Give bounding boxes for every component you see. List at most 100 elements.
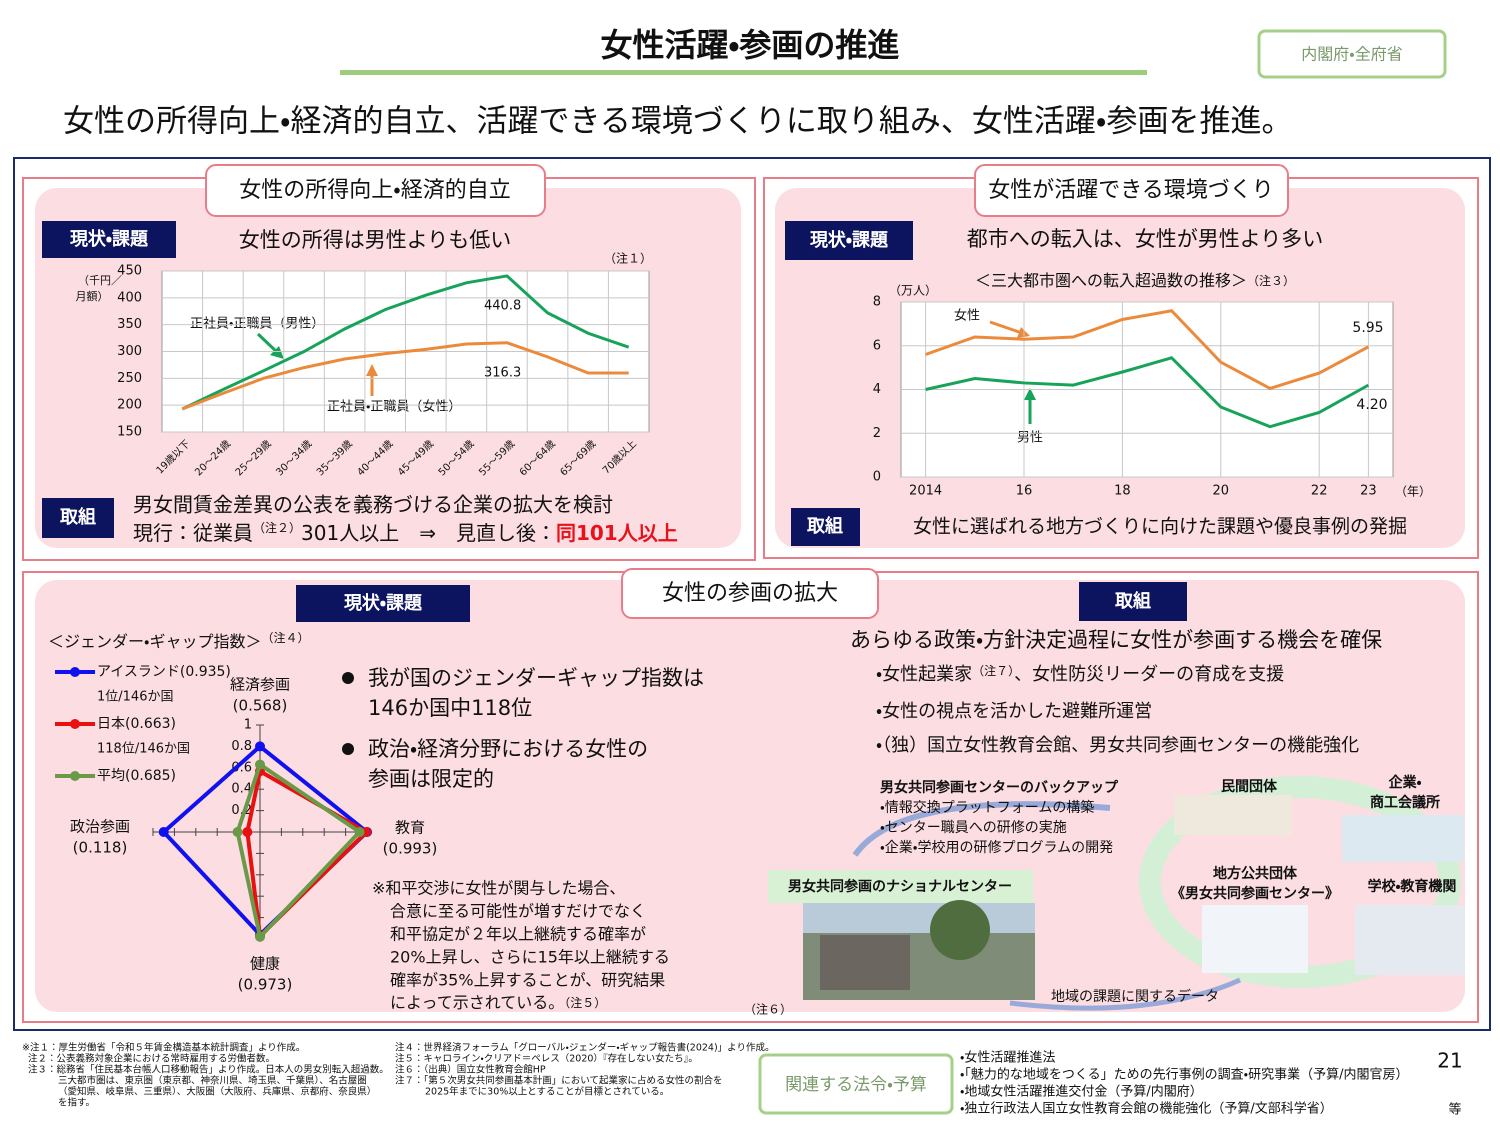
axis-value-label: (0.118) [73, 839, 128, 857]
action-text: 301人以上 ⇒ 見直し後： [301, 521, 556, 545]
bullet-text: 146か国中118位 [368, 696, 532, 720]
panel-title: 女性の所得向上・経済的自立 [239, 178, 510, 203]
x-tick-label: 20 [1213, 484, 1230, 499]
series-label: 正社員・正職員（女性） [327, 400, 461, 415]
legend-rank: 1位/146か国 [97, 690, 173, 705]
footnote: 注２：公表義務対象企業における常時雇用する労働者数。 [28, 1053, 275, 1065]
panel-title: 女性が活躍できる環境づくり [988, 178, 1274, 203]
y-tick-label: 6 [873, 338, 881, 353]
x-tick-label: 22 [1311, 484, 1328, 499]
ministry-box [1257, 29, 1447, 79]
panel-title-box [205, 164, 546, 217]
footnote: （愛知県、岐阜県、三重県）、大阪圏（大阪府、兵庫県、京都府、奈良県） [58, 1086, 376, 1098]
axis-label: 健康 [250, 955, 280, 973]
footnote: 三大都市圏は、東京圏（東京都、神奈川県、埼玉県、千葉県）、名古屋圏 [58, 1075, 367, 1087]
note: （注６） [744, 1003, 792, 1017]
axis-label: 政治参画 [70, 818, 130, 836]
backup-title: 男女共同参画センターのバックアップ [880, 779, 1119, 796]
y-label: 月額） [76, 289, 109, 303]
node-label: 地方公共団体 [1213, 865, 1298, 882]
legend-label: アイスランド(0.935) [97, 664, 231, 680]
lead: 女性の所得向上・経済的自立、活躍できる環境づくりに取り組み、女性活躍・参画を推進… [63, 104, 1292, 140]
cycle-ring [1139, 776, 1461, 988]
tag: 現状・課題 [810, 229, 889, 251]
study: 20%上昇し、さらに15年以上継続する [390, 948, 670, 967]
study: ※和平交渉に女性が関与した場合、 [372, 879, 625, 898]
note: （注２） [253, 521, 301, 535]
series-label: 男性 [1017, 431, 1043, 446]
legend-marker [70, 719, 80, 729]
data-label: 5.95 [1352, 320, 1383, 336]
arrow-head [270, 346, 284, 359]
legend-rank: 118位/146か国 [97, 742, 190, 757]
illustration [1174, 795, 1292, 835]
action: 女性に選ばれる地方づくりに向けた課題や優良事例の発掘 [913, 516, 1407, 538]
page-number: 21 [1437, 1049, 1462, 1073]
flow-label: 地域の課題に関するデータ [1051, 988, 1219, 1005]
action: 現行：従業員（注２）301人以上 ⇒ 見直し後：同101人以上 [133, 521, 678, 545]
footnote: 2025年までに30%以上とすることが目標とされている。 [425, 1086, 669, 1098]
study-text: によって示されている。 [390, 993, 564, 1012]
center-label: 男女共同参画のナショナルセンター [788, 878, 1012, 895]
action-item: ・女性の視点を活かした避難所運営 [876, 701, 1152, 722]
arrow-head [366, 364, 378, 376]
axis-value-label: (0.973) [238, 976, 293, 994]
note: （注１） [604, 252, 652, 266]
axis-value-label: (0.568) [233, 697, 288, 715]
r-tick-label: 1 [244, 718, 252, 733]
backup-item: ・情報交換プラットフォームの構築 [880, 800, 1094, 816]
action-item: ・（独）国立女性教育会館、男女共同参画センターの機能強化 [876, 735, 1359, 756]
panel-title: 女性の参画の拡大 [662, 581, 838, 606]
radar-point [255, 759, 265, 770]
center-label-box [768, 870, 1033, 903]
study: 和平協定が２年以上継続する確率が [390, 925, 646, 944]
bullet-text: 我が国のジェンダーギャップ指数は [368, 666, 704, 690]
study: 合意に至る可能性が増すだけでなく [390, 902, 646, 921]
related-item: ・「魅力的な地域をつくる」ための先行事例の調査・研究事業（予算/内閣官房） [960, 1067, 1408, 1083]
node-label: 企業・ [1389, 774, 1422, 791]
tag: 取組 [807, 515, 843, 537]
radar-point [255, 931, 265, 942]
axis-label: 経済参画 [230, 676, 290, 694]
footnote: 注７：「第５次男女共同参画基本計画」において起業家に占める女性の割合を [395, 1075, 722, 1087]
photo-tree [930, 900, 990, 960]
series-line [925, 309, 1370, 391]
y-tick-label: 8 [873, 295, 881, 310]
photo-sky [803, 903, 1035, 933]
footnote: ※注１：厚生労働省「令和５年賃金構造基本統計調査」より作成。 [22, 1042, 305, 1054]
slide-title: 女性活躍・参画の推進 [601, 26, 900, 64]
tag: 現状・課題 [344, 592, 423, 614]
action-lead: あらゆる政策・方針決定過程に女性が参画する機会を確保 [850, 628, 1382, 652]
radar-point [158, 827, 169, 837]
chart-title-text: ＜三大都市圏への転入超過数の推移＞ [975, 271, 1247, 290]
node-label: 《男女共同参画センター》 [1171, 885, 1339, 902]
migration-chart: 0 2 4 6 8 2014 16 18 20 22 23 5.95 4.20 [873, 295, 1393, 499]
footnote: を指す。 [58, 1097, 95, 1109]
footnote: 注６：（出典）国立女性教育会館HP [395, 1064, 546, 1076]
legend-label: 日本(0.663) [97, 716, 176, 732]
y-label: （千円／ [78, 274, 122, 287]
related-box [758, 1053, 954, 1115]
related-tag: 関連する法令・予算 [785, 1075, 927, 1095]
series-line [925, 356, 1370, 429]
bullet [342, 672, 354, 684]
x-tick-label: 16 [1016, 484, 1033, 499]
x-tick-label: 23 [1360, 484, 1377, 499]
data-label: 440.8 [484, 299, 521, 314]
axis-value-label: (0.993) [383, 840, 438, 858]
chart-title-text: ＜ジェンダー・ギャップ指数＞ [48, 632, 261, 651]
study: 確率が35%上昇することが、研究結果 [390, 971, 665, 990]
study: によって示されている。（注５） [390, 993, 606, 1012]
radar-point [255, 741, 265, 752]
note: （注３） [1247, 274, 1295, 288]
data-label: 4.20 [1356, 397, 1387, 413]
panel-title-box [974, 164, 1289, 217]
related-item: ・独立行政法人国立女性教育会館の機能強化（予算/文部科学省） [960, 1101, 1333, 1117]
node-label: 民間団体 [1221, 778, 1278, 795]
highlight: 同101人以上 [556, 521, 678, 545]
etc: 等 [1448, 1102, 1461, 1118]
title-underline [340, 70, 1147, 75]
chart-title: ＜ジェンダー・ギャップ指数＞（注４） [48, 631, 309, 651]
panel-title-box [621, 568, 879, 619]
radar-point [354, 827, 365, 837]
